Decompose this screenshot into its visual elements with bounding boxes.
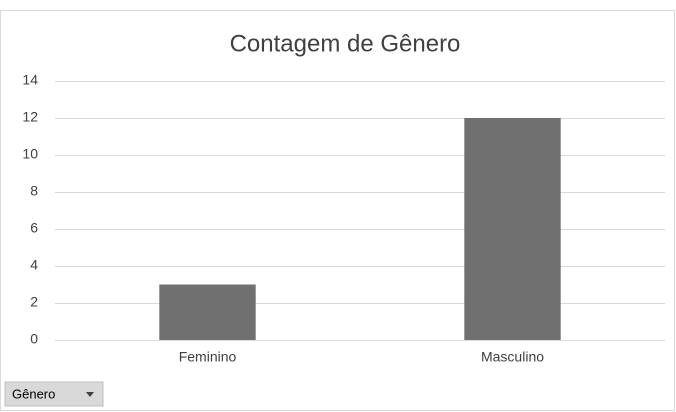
- x-tick-label: Masculino: [481, 349, 544, 365]
- y-tick-label: 6: [30, 220, 38, 236]
- y-tick-label: 10: [22, 146, 38, 162]
- field-button[interactable]: Gênero: [4, 381, 104, 407]
- y-tick-label: 0: [30, 331, 38, 347]
- field-button-label[interactable]: Gênero: [12, 386, 55, 401]
- y-tick-label: 14: [22, 72, 38, 88]
- bar: [464, 118, 561, 340]
- chart-border: [0, 10, 675, 411]
- y-tick-label: 4: [30, 257, 38, 273]
- y-tick-label: 12: [22, 109, 38, 125]
- field-button-box[interactable]: [4, 381, 104, 407]
- x-tick-label: Feminino: [179, 349, 237, 365]
- bar: [159, 284, 256, 340]
- y-tick-label: 2: [30, 294, 38, 310]
- chart-title: Contagem de Gênero: [230, 30, 461, 57]
- y-tick-label: 8: [30, 183, 38, 199]
- dropdown-arrow[interactable]: [86, 392, 94, 397]
